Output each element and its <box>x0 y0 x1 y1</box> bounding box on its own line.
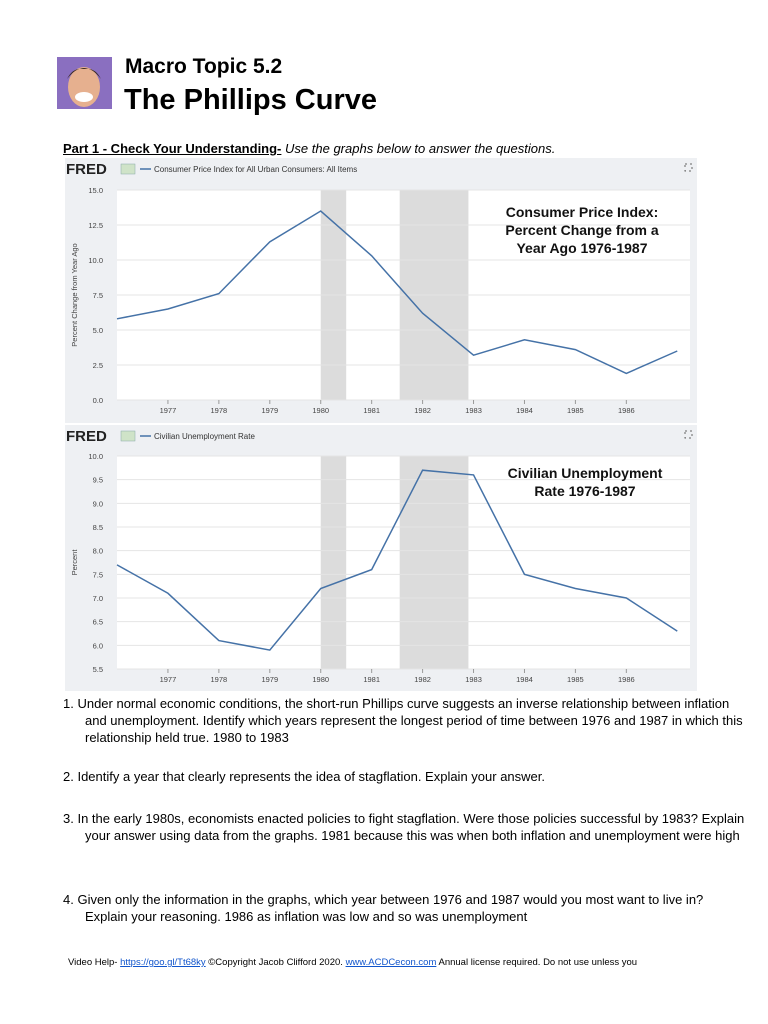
y-tick-label: 9.0 <box>93 499 103 508</box>
y-tick-label: 6.0 <box>93 641 103 650</box>
y-tick-label: 7.5 <box>93 570 103 579</box>
x-tick-label: 1977 <box>160 406 177 415</box>
recession-band <box>320 456 347 669</box>
logo-icon <box>120 163 136 175</box>
question: 4. Given only the information in the gra… <box>63 892 704 924</box>
x-tick-label: 1984 <box>516 406 533 415</box>
part-heading: Part 1 - Check Your Understanding- Use t… <box>63 141 555 156</box>
x-tick-label: 1978 <box>211 406 228 415</box>
y-tick-label: 15.0 <box>88 186 103 195</box>
y-tick-label: 12.5 <box>88 221 103 230</box>
x-tick-label: 1986 <box>618 406 635 415</box>
y-axis-label: Percent Change from Year Ago <box>70 243 79 346</box>
question: 1. Under normal economic conditions, the… <box>63 696 743 745</box>
chart-title: Year Ago 1976-1987 <box>516 240 647 256</box>
license-note: Annual license required. Do not use unle… <box>438 957 638 968</box>
x-tick-label: 1985 <box>567 406 584 415</box>
question: 3. In the early 1980s, economists enacte… <box>63 811 745 843</box>
x-tick-label: 1986 <box>618 675 635 684</box>
logo-icon <box>120 430 136 442</box>
y-tick-label: 7.0 <box>93 594 103 603</box>
chart-title: Consumer Price Index: <box>506 204 659 220</box>
x-tick-label: 1982 <box>414 675 431 684</box>
unemployment-chart: FRED Civilian Unemployment Rate 5.5 6.0 6.5 7… <box>65 425 697 691</box>
logo: FRED <box>66 161 107 178</box>
link[interactable]: www.ACDCecon.com <box>345 957 437 968</box>
line <box>116 469 678 651</box>
x-tick-label: 1980 <box>312 675 329 684</box>
topic: Macro Topic 5.2 <box>125 55 283 78</box>
y-axis-label: Percent <box>70 549 79 576</box>
link[interactable]: https://goo.gl/Tt68ky <box>120 957 206 968</box>
footer-prefix: Video Help- <box>68 957 118 968</box>
x-tick-label: 1979 <box>261 675 278 684</box>
x-tick-label: 1981 <box>363 406 380 415</box>
x-tick-label: 1978 <box>211 675 228 684</box>
y-tick-label: 2.5 <box>93 361 103 370</box>
chart-title: Civilian Unemployment <box>508 465 663 481</box>
expand-icon <box>684 163 693 172</box>
question: 2. Identify a year that clearly represen… <box>63 769 545 784</box>
y-tick-label: 10.0 <box>88 256 103 265</box>
y-tick-label: 10.0 <box>88 452 103 461</box>
legend: Civilian Unemployment Rate <box>154 432 255 441</box>
x-tick-label: 1980 <box>312 406 329 415</box>
legend: Consumer Price Index for All Urban Consu… <box>154 165 357 174</box>
footer: Video Help- https://goo.gl/Tt68ky ©Copyr… <box>68 957 637 968</box>
y-tick-label: 7.5 <box>93 291 103 300</box>
part-label: Part 1 - Check Your Understanding- <box>63 141 282 156</box>
y-tick-label: 0.0 <box>93 396 103 405</box>
x-tick-label: 1977 <box>160 675 177 684</box>
logo: FRED <box>66 428 107 445</box>
copyright: ©Copyright Jacob Clifford 2020. <box>208 957 343 968</box>
x-tick-label: 1983 <box>465 406 482 415</box>
x-tick-label: 1982 <box>414 406 431 415</box>
line <box>116 210 678 375</box>
recession-band <box>399 456 469 669</box>
y-tick-label: 5.0 <box>93 326 103 335</box>
cpi-chart: FRED Consumer Price Index for All Urban C… <box>65 158 697 423</box>
y-tick-label: 9.5 <box>93 476 103 485</box>
x-tick-label: 1983 <box>465 675 482 684</box>
x-tick-label: 1984 <box>516 675 533 684</box>
chart-title: Percent Change from a <box>505 222 658 238</box>
title: The Phillips Curve <box>124 84 377 116</box>
y-tick-label: 8.0 <box>93 547 103 556</box>
part-instruction: Use the graphs below to answer the quest… <box>285 141 556 156</box>
expand-icon <box>684 430 693 439</box>
author-photo <box>57 57 112 109</box>
y-tick-label: 5.5 <box>93 665 103 674</box>
y-tick-label: 8.5 <box>93 523 103 532</box>
x-tick-label: 1981 <box>363 675 380 684</box>
x-tick-label: 1985 <box>567 675 584 684</box>
chart-title: Rate 1976-1987 <box>534 483 635 499</box>
x-tick-label: 1979 <box>261 406 278 415</box>
y-tick-label: 6.5 <box>93 618 103 627</box>
